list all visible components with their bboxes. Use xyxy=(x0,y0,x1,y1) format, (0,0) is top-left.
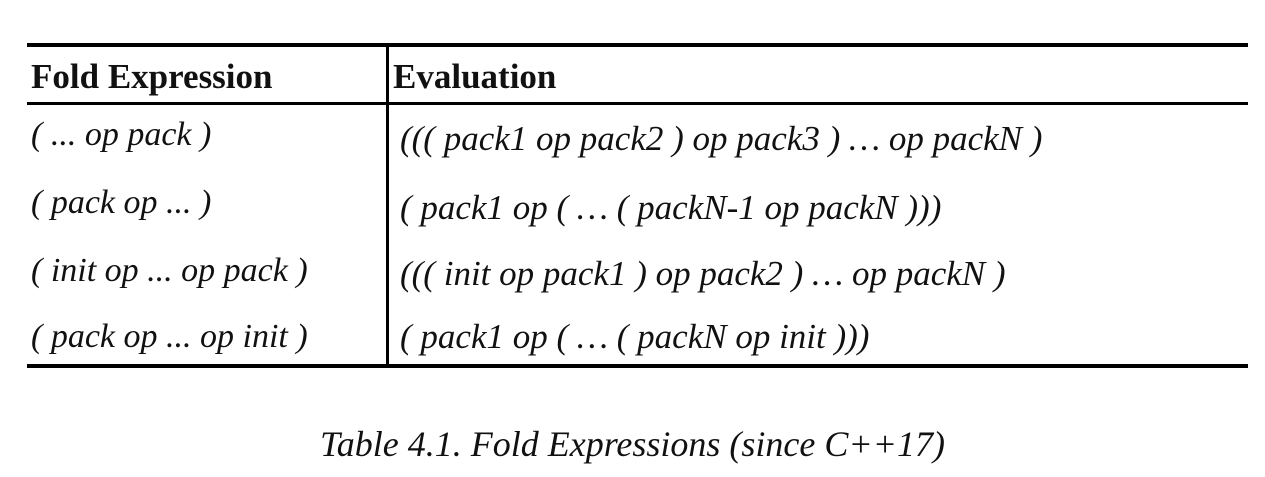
row-1-evaluation: ((( pack1 op pack2 ) op pack3 ) … op pac… xyxy=(400,119,1043,158)
header-evaluation: Evaluation xyxy=(393,57,557,96)
table-caption: Table 4.1. Fold Expressions (since C++17… xyxy=(320,424,945,464)
column-divider xyxy=(386,47,389,364)
header-rule xyxy=(27,102,1248,105)
row-4-expression: ( pack op ... op init ) xyxy=(31,318,308,355)
row-3-expression: ( init op ... op pack ) xyxy=(31,252,308,289)
header-fold-expression: Fold Expression xyxy=(31,57,273,96)
row-3-evaluation: ((( init op pack1 ) op pack2 ) … op pack… xyxy=(400,254,1006,293)
row-4-evaluation: ( pack1 op ( … ( packN op init ))) xyxy=(400,317,870,356)
fold-expressions-table: Fold Expression Evaluation ( ... op pack… xyxy=(27,43,1248,368)
row-2-evaluation: ( pack1 op ( … ( packN-1 op packN ))) xyxy=(400,188,942,227)
row-2-expression: ( pack op ... ) xyxy=(31,184,212,221)
row-1-expression: ( ... op pack ) xyxy=(31,116,212,153)
